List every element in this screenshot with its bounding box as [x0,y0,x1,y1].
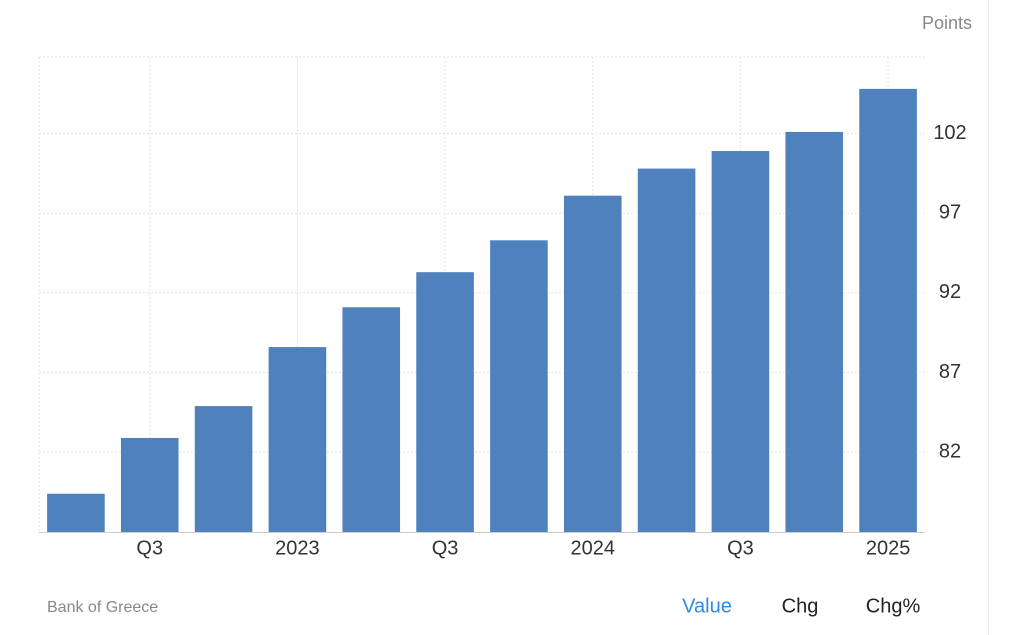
x-tick-label: Q3 [136,537,163,559]
chg-button[interactable]: Chg [782,595,819,617]
bar [47,493,105,532]
value-button[interactable]: Value [682,595,732,617]
y-tick-label: 92 [939,281,961,303]
bar [342,307,401,532]
bar [711,151,770,532]
bar [563,195,622,532]
y-tick-label: 82 [939,441,961,463]
x-tick-label: Q3 [727,537,754,559]
bar [194,406,253,532]
chg-pct-button[interactable]: Chg% [866,595,921,617]
y-tick-label: 97 [939,201,961,223]
source: Bank of Greece [47,599,158,616]
bar [268,347,327,532]
x-tick-label: 2024 [571,537,616,559]
bar [416,272,474,532]
unit-label: Points [922,13,972,33]
x-tick-label: Q3 [432,537,459,559]
y-tick-label: 87 [939,361,961,383]
x-tick-label: 2025 [866,537,911,559]
x-tick-label: 2023 [275,537,320,559]
bar [637,168,696,532]
bar [859,88,917,532]
y-tick-label: 102 [933,122,966,144]
bar [120,437,179,532]
bar [785,131,844,532]
bar [490,240,548,533]
